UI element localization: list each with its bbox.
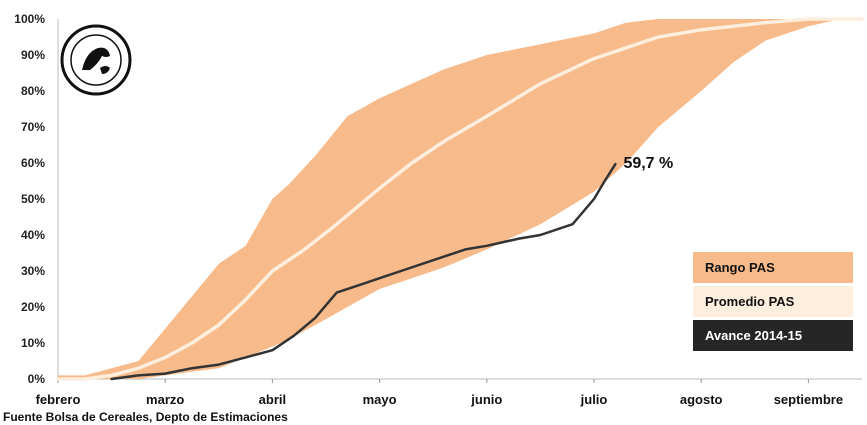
y-axis: 100% 90% 80% 70% 60% 50% 40% 30% 20% 10% 0%: [14, 12, 59, 386]
x-tick-label: julio: [580, 392, 608, 407]
x-axis: febrero marzo abril mayo junio julio agosto sep…: [36, 378, 862, 407]
y-tick-label: 50%: [21, 192, 45, 206]
y-tick-label: 60%: [21, 156, 45, 170]
x-tick-label: febrero: [36, 392, 81, 407]
series-range-band: [58, 19, 862, 379]
series-layer: [56, 17, 864, 381]
legend-label-advance: Avance 2014-15: [705, 328, 803, 343]
legend-label-mean: Promedio PAS: [705, 294, 795, 309]
x-tick-label: mayo: [363, 392, 397, 407]
end-value-label: 59,7 %: [623, 155, 673, 172]
x-tick-label: septiembre: [774, 392, 843, 407]
y-tick-label: 90%: [21, 48, 45, 62]
legend-label-range: Rango PAS: [705, 260, 775, 275]
y-tick-label: 10%: [21, 336, 45, 350]
x-tick-label: abril: [259, 392, 286, 407]
x-tick-label: marzo: [146, 392, 184, 407]
x-tick-label: junio: [470, 392, 502, 407]
y-tick-label: 100%: [14, 12, 45, 26]
legend-item-range: Rango PAS: [693, 252, 853, 283]
series-mean-line: [56, 17, 864, 381]
y-tick-label: 20%: [21, 300, 45, 314]
y-tick-label: 70%: [21, 120, 45, 134]
source-note: Fuente Bolsa de Cereales, Depto de Estim…: [3, 410, 288, 424]
y-tick-label: 80%: [21, 84, 45, 98]
cereal-exchange-logo: [60, 24, 132, 96]
y-tick-label: 30%: [21, 264, 45, 278]
series-advance-line: [110, 162, 617, 381]
y-tick-label: 0%: [28, 372, 46, 386]
y-tick-label: 40%: [21, 228, 45, 242]
legend-item-advance: Avance 2014-15: [693, 320, 853, 351]
legend-item-mean: Promedio PAS: [693, 286, 853, 317]
x-tick-label: agosto: [680, 392, 723, 407]
